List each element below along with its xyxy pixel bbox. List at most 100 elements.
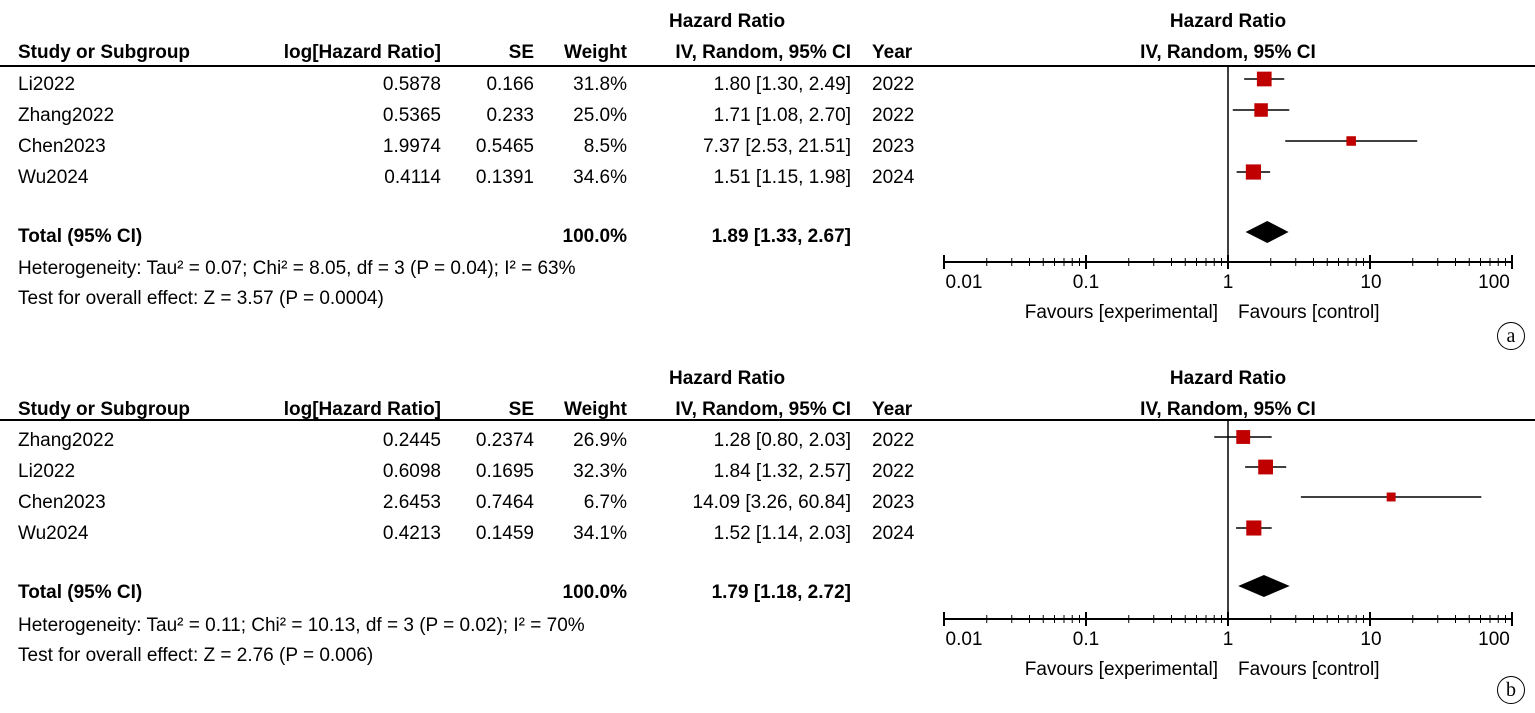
col-header-method: IV, Random, 95% CI	[675, 42, 851, 63]
study-name: Chen2023	[18, 136, 106, 157]
pooled-diamond	[1245, 221, 1289, 243]
se-value: 0.1459	[475, 523, 534, 544]
study-marker	[1254, 103, 1268, 117]
weight-value: 31.8%	[573, 74, 627, 95]
loghr-value: 0.4213	[382, 523, 441, 544]
col-header-method: IV, Random, 95% CI	[675, 399, 851, 420]
loghr-value: 0.5878	[382, 74, 441, 95]
axis-tick-label: 0.1	[1072, 629, 1100, 650]
se-value: 0.7464	[475, 492, 534, 513]
favours-left-label: Favours [experimental]	[1024, 302, 1218, 323]
weight-value: 25.0%	[573, 105, 627, 126]
favours-right-label: Favours [control]	[1238, 659, 1380, 680]
study-marker	[1246, 520, 1262, 536]
plot-method: IV, Random, 95% CI	[1140, 399, 1316, 420]
year-value: 2022	[872, 105, 915, 126]
plot-method: IV, Random, 95% CI	[1140, 42, 1316, 63]
axis-tick-label: 10	[1360, 629, 1382, 650]
year-value: 2024	[872, 167, 915, 188]
total-ci: 1.79 [1.18, 2.72]	[711, 582, 851, 603]
study-name: Chen2023	[18, 492, 106, 513]
loghr-value: 0.5365	[382, 105, 441, 126]
se-value: 0.1391	[475, 167, 534, 188]
ci-value: 1.52 [1.14, 2.03]	[713, 523, 851, 544]
study-name: Wu2024	[18, 167, 89, 188]
se-value: 0.2374	[475, 430, 534, 451]
study-marker	[1236, 430, 1251, 444]
ci-value: 1.51 [1.15, 1.98]	[713, 167, 851, 188]
study-name: Wu2024	[18, 523, 89, 544]
loghr-value: 1.9974	[382, 136, 441, 157]
pooled-diamond	[1238, 575, 1290, 597]
se-value: 0.233	[486, 105, 534, 126]
col-header-year: Year	[872, 42, 913, 63]
study-name: Zhang2022	[18, 430, 115, 451]
loghr-value: 0.2445	[382, 430, 441, 451]
forest-panel-b: Hazard Ratio Study or Subgroup log[Hazar…	[0, 357, 1535, 713]
axis-tick-label: 10	[1360, 272, 1382, 293]
col-header-year: Year	[872, 399, 913, 420]
year-value: 2022	[872, 461, 915, 482]
loghr-value: 0.6098	[382, 461, 441, 482]
plot-title: Hazard Ratio	[1169, 11, 1287, 32]
study-marker	[1346, 136, 1356, 146]
overall-effect-text: Test for overall effect: Z = 2.76 (P = 0…	[18, 645, 374, 666]
year-value: 2022	[872, 430, 915, 451]
total-weight: 100.0%	[562, 226, 627, 247]
study-name: Li2022	[18, 461, 76, 482]
se-value: 0.1695	[475, 461, 534, 482]
col-header-se: SE	[508, 42, 534, 63]
year-value: 2024	[872, 523, 915, 544]
favours-left-label: Favours [experimental]	[1024, 659, 1218, 680]
col-header-loghr: log[Hazard Ratio]	[283, 399, 441, 420]
study-marker	[1386, 492, 1396, 502]
study-marker	[1258, 459, 1274, 475]
se-value: 0.166	[486, 74, 534, 95]
axis-tick-label: 0.01	[945, 629, 983, 650]
col-header-weight: Weight	[564, 399, 627, 420]
favours-right-label: Favours [control]	[1238, 302, 1380, 323]
year-value: 2023	[872, 492, 915, 513]
axis-tick-label: 0.1	[1072, 272, 1100, 293]
axis-tick-label: 100	[1478, 272, 1510, 293]
col-header-study: Study or Subgroup	[18, 399, 191, 420]
total-weight: 100.0%	[562, 582, 627, 603]
total-ci: 1.89 [1.33, 2.67]	[711, 226, 851, 247]
loghr-value: 2.6453	[382, 492, 441, 513]
se-value: 0.5465	[475, 136, 534, 157]
axis-tick-label: 0.01	[945, 272, 983, 293]
weight-value: 8.5%	[583, 136, 627, 157]
col-header-se: SE	[508, 399, 534, 420]
total-label: Total (95% CI)	[18, 582, 143, 603]
hr-group-header: Hazard Ratio	[669, 11, 786, 32]
forest-panel-a: Hazard Ratio Study or Subgroup log[Hazar…	[0, 0, 1535, 356]
weight-value: 32.3%	[573, 461, 627, 482]
weight-value: 34.6%	[573, 167, 627, 188]
study-marker	[1256, 71, 1272, 87]
ci-value: 14.09 [3.26, 60.84]	[692, 492, 851, 513]
col-header-loghr: log[Hazard Ratio]	[283, 42, 441, 63]
hr-group-header: Hazard Ratio	[669, 368, 786, 389]
weight-value: 6.7%	[583, 492, 627, 513]
header-rule	[0, 419, 1535, 421]
weight-value: 26.9%	[573, 430, 627, 451]
loghr-value: 0.4114	[384, 167, 441, 188]
ci-value: 1.28 [0.80, 2.03]	[713, 430, 851, 451]
axis-tick-label: 1	[1222, 272, 1234, 293]
year-value: 2022	[872, 74, 915, 95]
study-marker	[1245, 164, 1262, 180]
ci-value: 1.80 [1.30, 2.49]	[713, 74, 851, 95]
study-name: Li2022	[18, 74, 76, 95]
ci-value: 1.71 [1.08, 2.70]	[713, 105, 851, 126]
total-label: Total (95% CI)	[18, 226, 143, 247]
col-header-weight: Weight	[564, 42, 627, 63]
axis-tick-label: 100	[1478, 629, 1510, 650]
panel-label: b	[1497, 676, 1525, 704]
header-rule	[0, 65, 1535, 67]
panel-label: a	[1497, 322, 1525, 350]
col-header-study: Study or Subgroup	[18, 42, 191, 63]
plot-title: Hazard Ratio	[1169, 368, 1287, 389]
overall-effect-text: Test for overall effect: Z = 3.57 (P = 0…	[18, 288, 384, 309]
ci-value: 7.37 [2.53, 21.51]	[703, 136, 851, 157]
